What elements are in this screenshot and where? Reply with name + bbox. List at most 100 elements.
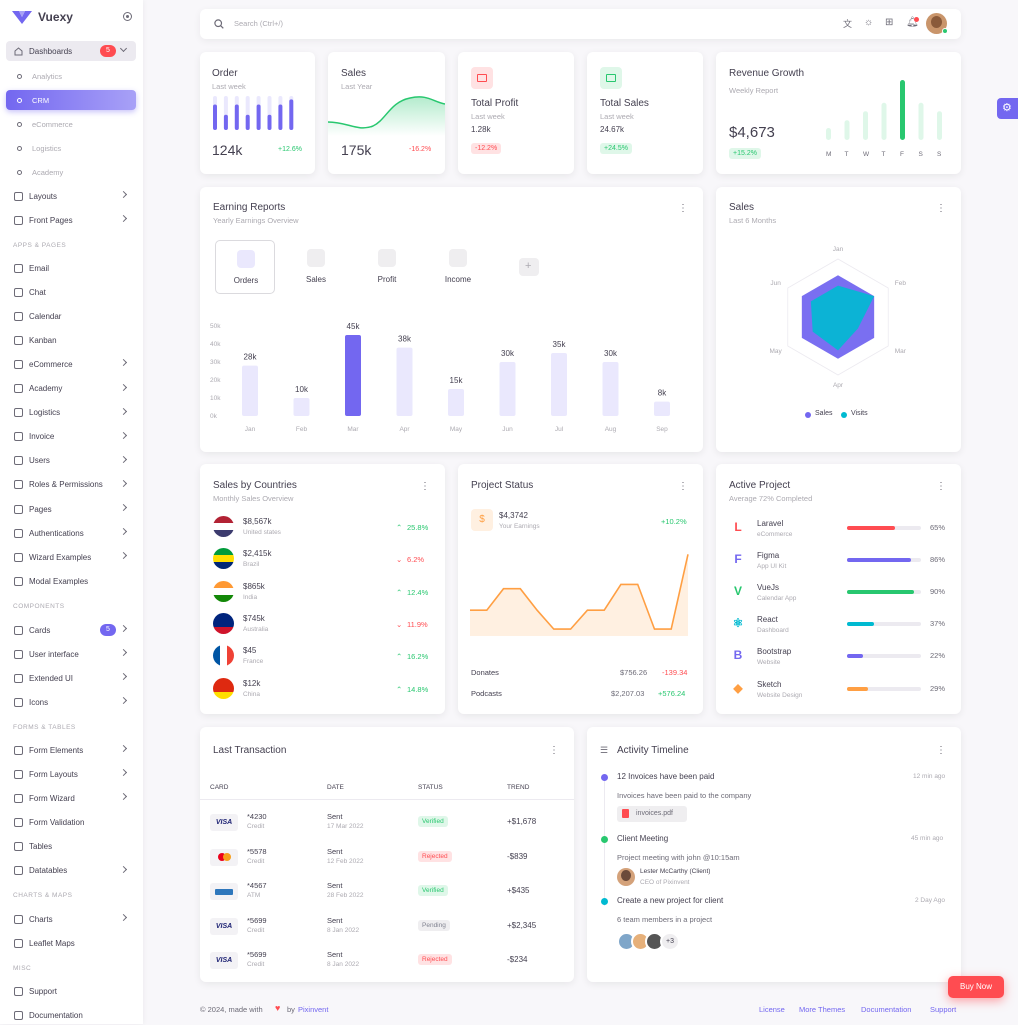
sidebar-item-datatables[interactable]: Datatables bbox=[6, 861, 136, 881]
sidebar-item-dashboards[interactable]: Dashboards 5 bbox=[6, 41, 136, 61]
sidebar-item-ecommerce[interactable]: eCommerce bbox=[6, 354, 136, 374]
avatar[interactable] bbox=[926, 13, 947, 34]
sidebar-item-extended-ui[interactable]: Extended UI bbox=[6, 668, 136, 688]
sales-radar-menu-icon[interactable] bbox=[936, 203, 946, 215]
search-input[interactable]: Search (Ctrl+/) bbox=[234, 19, 283, 28]
timeline-menu-icon[interactable] bbox=[936, 745, 946, 757]
invoice-file-chip[interactable]: invoices.pdf bbox=[617, 806, 687, 822]
sidebar-item-crm[interactable]: CRM bbox=[6, 90, 136, 111]
sidebar-item-roles-permissions[interactable]: Roles & Permissions bbox=[6, 475, 136, 495]
vuexy-logo-icon bbox=[12, 10, 32, 24]
transactions-menu-icon[interactable] bbox=[549, 745, 559, 757]
sidebar-item-documentation[interactable]: Documentation bbox=[6, 1005, 136, 1025]
earning-bar[interactable] bbox=[448, 389, 464, 416]
sidebar-item-analytics[interactable]: Analytics bbox=[6, 66, 136, 86]
sidebar-item-front-pages[interactable]: Front Pages bbox=[6, 210, 136, 230]
sidebar-item-wizard-examples[interactable]: Wizard Examples bbox=[6, 547, 136, 567]
sidebar-item-label: CRM bbox=[32, 95, 50, 105]
sidebar-item-pages[interactable]: Pages bbox=[6, 499, 136, 519]
footer-license-link[interactable]: License bbox=[759, 1005, 785, 1014]
sidebar-item-form-elements[interactable]: Form Elements bbox=[6, 740, 136, 760]
tab-label: Profit bbox=[377, 275, 397, 284]
search-icon bbox=[214, 19, 224, 29]
earning-bar[interactable] bbox=[242, 365, 258, 416]
project-name: VueJs bbox=[757, 583, 779, 593]
more-members-badge[interactable]: +3 bbox=[660, 932, 680, 951]
sidebar-item-modal-examples[interactable]: Modal Examples bbox=[6, 571, 136, 591]
country-amount: $745k bbox=[243, 613, 265, 623]
tab-income[interactable]: Income bbox=[428, 240, 488, 294]
add-tab-button[interactable]: + bbox=[519, 258, 539, 276]
sidebar-item-calendar[interactable]: Calendar bbox=[6, 306, 136, 326]
sidebar-item-chat[interactable]: Chat bbox=[6, 282, 136, 302]
order-bar bbox=[223, 114, 228, 130]
active-project-title: Active Project bbox=[729, 480, 791, 491]
sidebar-item-email[interactable]: Email bbox=[6, 258, 136, 278]
bar-value-label: 10k bbox=[295, 385, 309, 394]
visa-card-icon: VISA bbox=[210, 917, 238, 935]
sidebar-item-ecommerce[interactable]: eCommerce bbox=[6, 114, 136, 134]
sidebar-item-logistics[interactable]: Logistics bbox=[6, 138, 136, 158]
brand[interactable]: Vuexy bbox=[12, 10, 73, 24]
earning-bar[interactable] bbox=[293, 398, 310, 416]
sidebar-item-cards[interactable]: Cards 5 bbox=[6, 620, 136, 640]
laravel-logo-icon: L bbox=[734, 520, 742, 534]
sidebar-item-user-interface[interactable]: User interface bbox=[6, 644, 136, 664]
sun-icon[interactable]: ☼ bbox=[864, 17, 874, 28]
buy-now-button[interactable]: Buy Now bbox=[948, 976, 1004, 998]
sidebar-item-leaflet-maps[interactable]: Leaflet Maps bbox=[6, 933, 136, 953]
weekday-label: T bbox=[881, 151, 886, 158]
countries-menu-icon[interactable] bbox=[420, 481, 430, 493]
earning-bar[interactable] bbox=[345, 335, 361, 416]
translate-icon[interactable]: 文 bbox=[843, 19, 853, 29]
sidebar-item-charts[interactable]: Charts bbox=[6, 909, 136, 929]
revenue-bar bbox=[900, 80, 905, 140]
bell-icon[interactable]: 🔔︎ bbox=[906, 17, 919, 28]
tab-label: Income bbox=[444, 275, 472, 284]
tx-sent-label: Sent bbox=[327, 915, 343, 925]
y-tick-label: 50k bbox=[210, 323, 221, 330]
footer-more-themes-link[interactable]: More Themes bbox=[799, 1005, 846, 1014]
sidebar-item-support[interactable]: Support bbox=[6, 981, 136, 1001]
earning-bar[interactable] bbox=[551, 353, 567, 416]
footer-brand-link[interactable]: Pixinvent bbox=[298, 1005, 329, 1014]
earning-bar[interactable] bbox=[654, 401, 670, 416]
order-change: +12.6% bbox=[278, 146, 302, 153]
customizer-gear-icon[interactable]: ⚙ bbox=[997, 98, 1018, 119]
sidebar-item-form-wizard[interactable]: Form Wizard bbox=[6, 788, 136, 808]
tx-sent-label: Sent bbox=[327, 812, 343, 821]
sidebar-item-users[interactable]: Users bbox=[6, 451, 136, 471]
tx-trend: +$435 bbox=[507, 886, 530, 896]
earning-bar[interactable] bbox=[602, 362, 619, 416]
sidebar-item-invoice[interactable]: Invoice bbox=[6, 427, 136, 447]
sidebar-item-layouts[interactable]: Layouts bbox=[6, 186, 136, 206]
sidebar-item-form-validation[interactable]: Form Validation bbox=[6, 812, 136, 832]
earning-bar[interactable] bbox=[396, 347, 413, 416]
menu-item-icon bbox=[14, 215, 23, 225]
sidebar-item-kanban[interactable]: Kanban bbox=[6, 330, 136, 350]
active-project-menu-icon[interactable] bbox=[936, 481, 946, 493]
tab-sales[interactable]: Sales bbox=[286, 240, 346, 294]
chevron-right-icon bbox=[119, 455, 128, 463]
sidebar-item-label: eCommerce bbox=[29, 359, 73, 369]
earning-bar[interactable] bbox=[499, 362, 516, 416]
tab-profit[interactable]: Profit bbox=[357, 240, 417, 294]
project-status-menu-icon[interactable] bbox=[678, 481, 688, 493]
shortcuts-icon[interactable]: ⊞ bbox=[885, 17, 894, 28]
tab-orders[interactable]: Orders bbox=[215, 240, 275, 294]
sidebar-collapse-icon[interactable] bbox=[123, 12, 132, 21]
timeline-item-desc: 6 team members in a project bbox=[617, 915, 713, 924]
footer-support-link[interactable]: Support bbox=[930, 1005, 957, 1014]
sidebar-item-logistics[interactable]: Logistics bbox=[6, 403, 136, 423]
sidebar-item-label: Logistics bbox=[29, 408, 61, 418]
sidebar-item-label: Academy bbox=[32, 167, 64, 177]
sidebar-item-form-layouts[interactable]: Form Layouts bbox=[6, 764, 136, 784]
card-number: *5699 bbox=[247, 950, 267, 960]
sidebar-item-icons[interactable]: Icons bbox=[6, 692, 136, 712]
footer-documentation-link[interactable]: Documentation bbox=[861, 1005, 912, 1014]
sidebar-item-tables[interactable]: Tables bbox=[6, 836, 136, 856]
earning-menu-icon[interactable] bbox=[678, 203, 688, 215]
sidebar-item-authentications[interactable]: Authentications bbox=[6, 523, 136, 543]
sidebar-item-academy[interactable]: Academy bbox=[6, 379, 136, 399]
sidebar-item-academy[interactable]: Academy bbox=[6, 162, 136, 182]
